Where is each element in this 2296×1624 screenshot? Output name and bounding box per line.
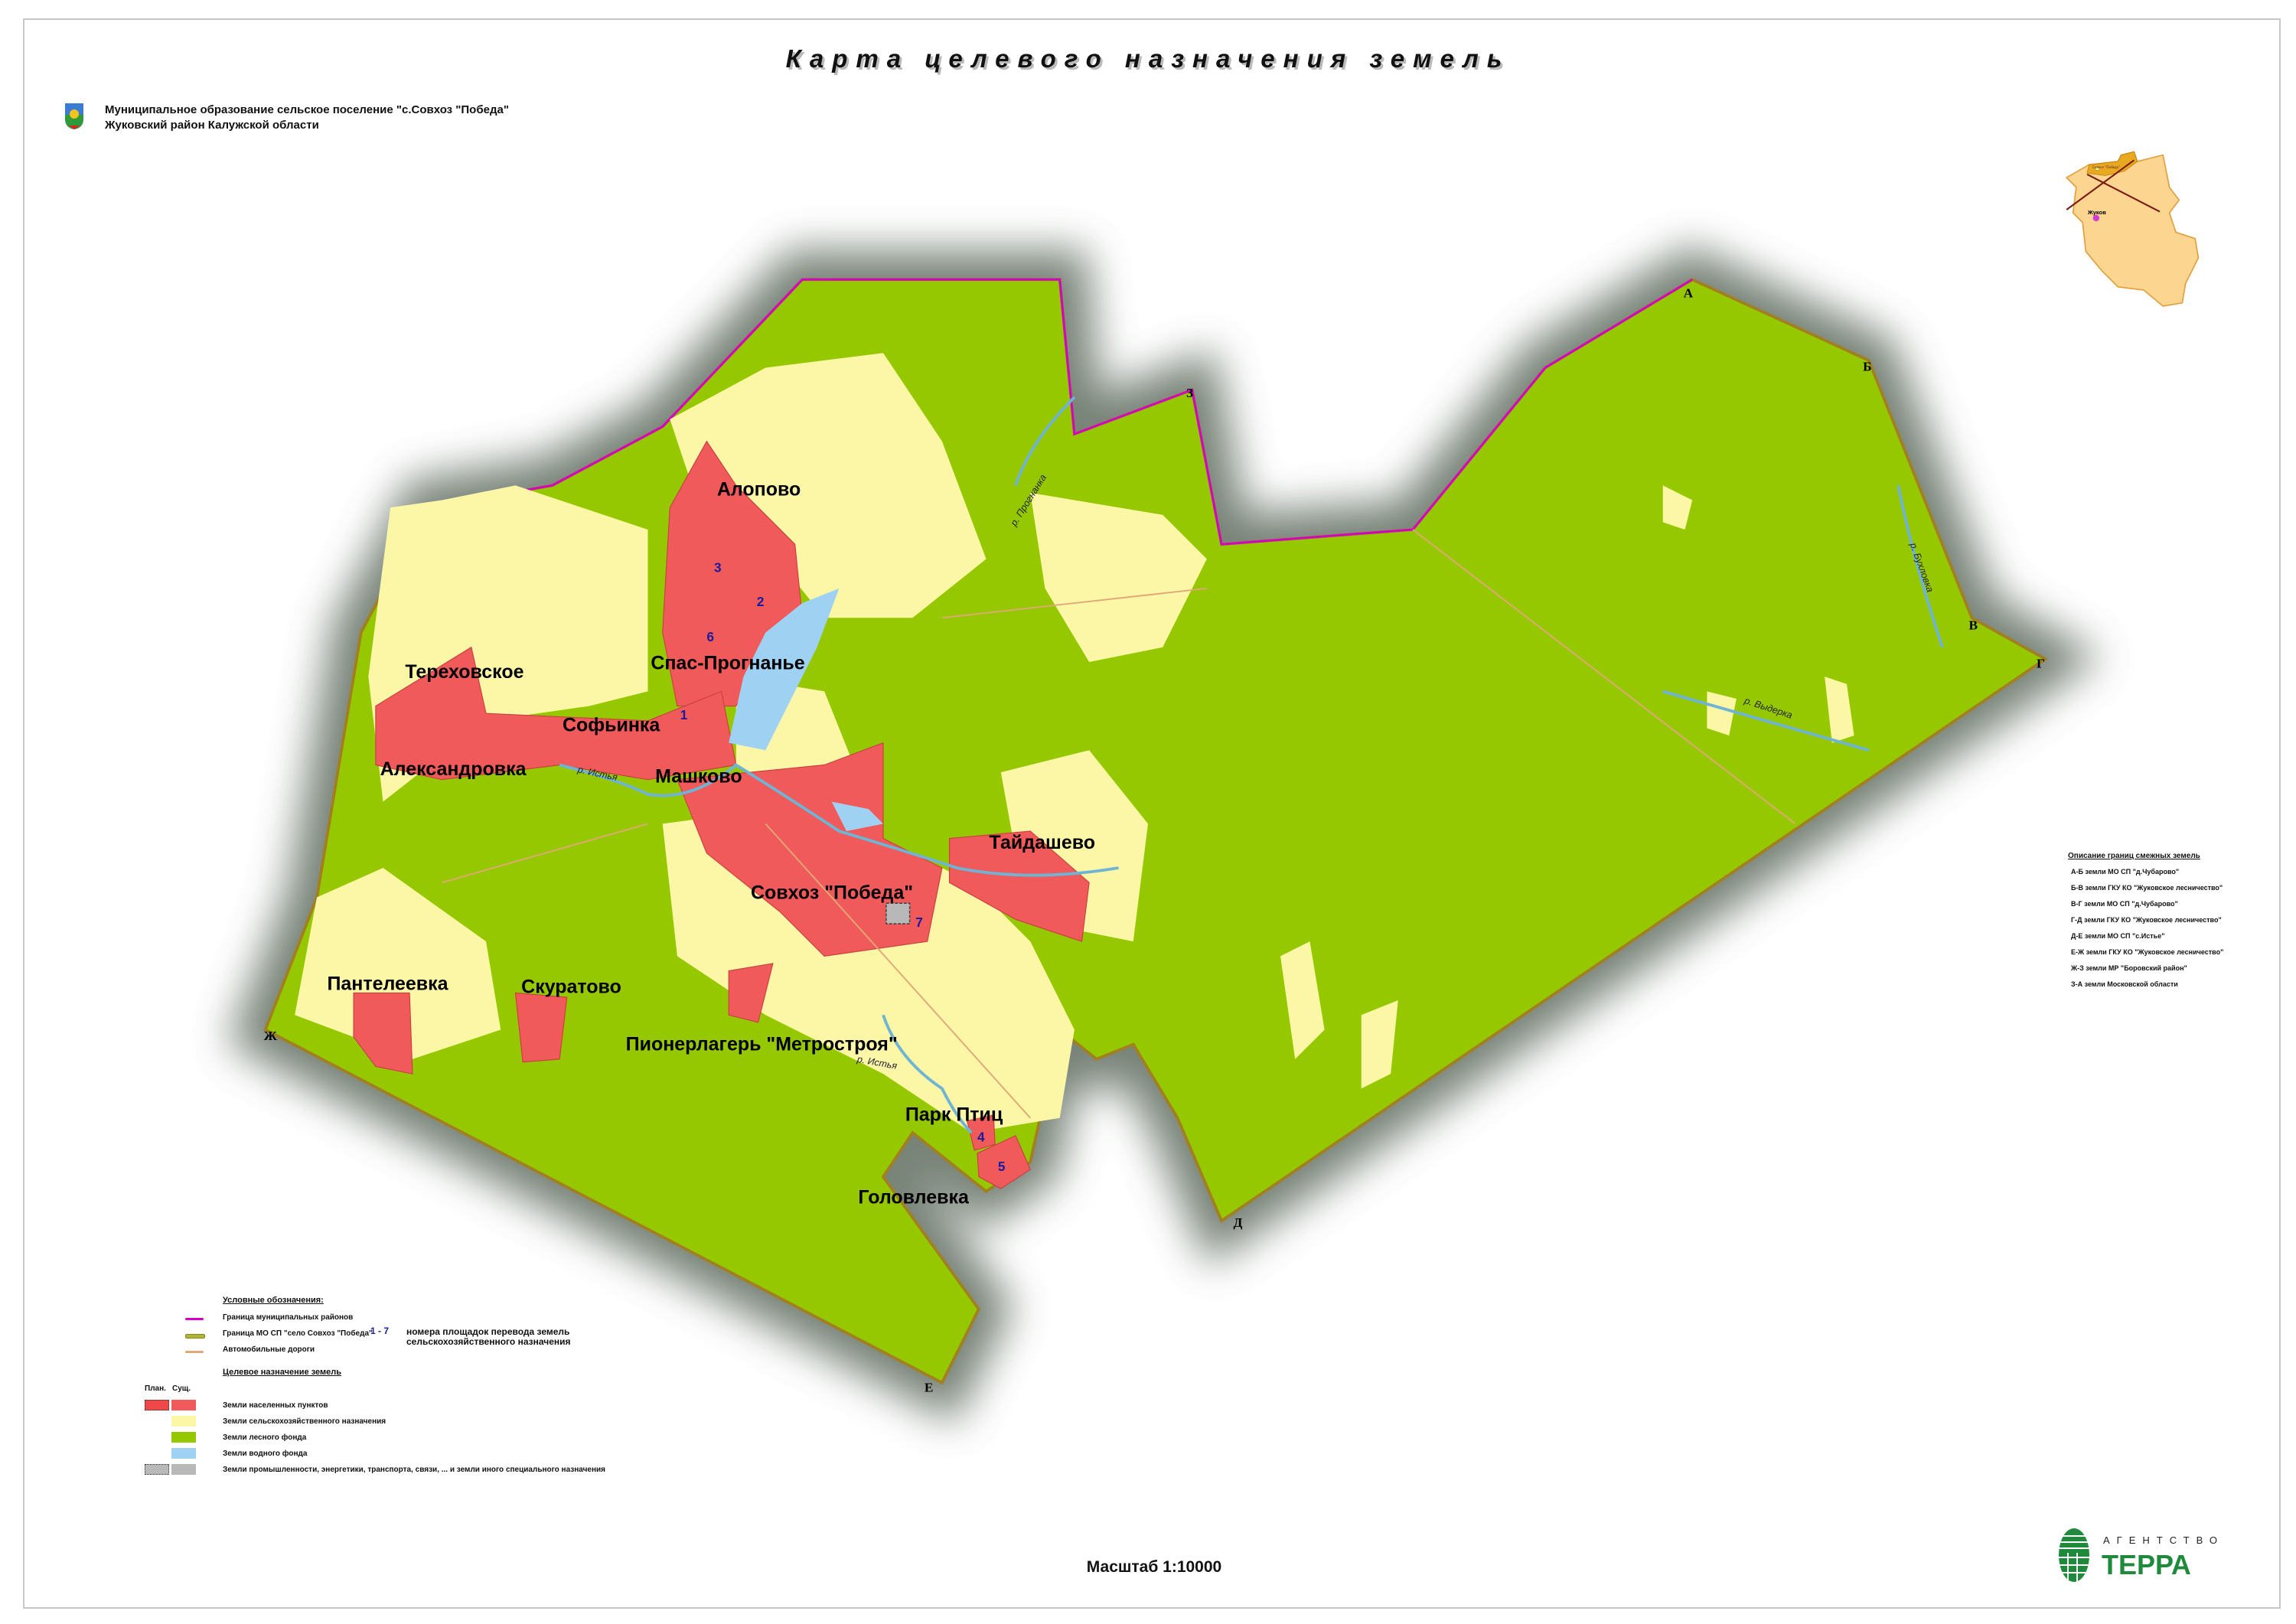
industrial-swatch (171, 1464, 196, 1475)
mo-border-swatch (185, 1334, 205, 1339)
village-label: Алопово (717, 479, 801, 501)
area-number: 4 (977, 1130, 985, 1145)
inset-locator-map: Совхоз "Победа" Жуков (2065, 151, 2200, 307)
district-border (426, 278, 1693, 546)
map-scale: Масштаб 1:10000 (1086, 1558, 1222, 1576)
inset-town-label: Жуков (2087, 209, 2106, 216)
landuse-label: Земли сельскохозяйственного назначения (223, 1417, 386, 1426)
landuse-heading: Целевое назначение земель (223, 1368, 341, 1377)
area-number: 5 (998, 1159, 1006, 1174)
village-label: Спас-Прогнанье (651, 653, 804, 674)
area-numbers-key: 1 - 7 (370, 1326, 390, 1336)
legend-line-label: Граница МО СП "село Совхоз "Победа" (223, 1329, 373, 1338)
boundary-point: Е (925, 1380, 934, 1394)
area-numbers-text: номера площадок перевода земель (406, 1326, 570, 1337)
adjacent-item: Ж-З земли МР "Боровский район" (2071, 964, 2187, 972)
legend-heading: Условные обозначения: (223, 1296, 324, 1305)
map-frame (23, 18, 2281, 1609)
village-label: Тереховское (405, 661, 523, 683)
adjacent-item: Г-Д земли ГКУ КО "Жуковское лесничество" (2071, 916, 2222, 924)
header-line-1: Муниципальное образование сельское посел… (105, 103, 509, 116)
boundary-point: Д (1233, 1215, 1242, 1230)
rivers (559, 396, 1944, 1134)
area-number: 7 (915, 915, 923, 930)
legend-line-label: Автомобильные дороги (223, 1345, 315, 1354)
village-label: Головлевка (858, 1186, 970, 1208)
village-label: Пионерлагерь "Метростроя" (626, 1033, 898, 1055)
boundary-point: Г (2037, 657, 2045, 671)
logo-main-text: ТЕРРА (2102, 1549, 2191, 1580)
area-number-labels: 1 2 3 4 5 6 7 (680, 560, 1006, 1174)
adjacent-item: З-А земли Московской области (2071, 980, 2178, 988)
organization-header: Муниципальное образование сельское посел… (105, 103, 509, 133)
logo-top-text: АГЕНТСТВО (2103, 1534, 2224, 1546)
area-number: 6 (706, 629, 714, 644)
boundary-point: А (1684, 285, 1694, 300)
boundary-point: Ж (264, 1029, 278, 1043)
village-label: Тайдашево (989, 832, 1095, 853)
boundary-point-labels: А Б В Г Д Е Ж З (264, 285, 2045, 1394)
boundary-point: В (1969, 618, 1978, 633)
col-plan-header: План. (145, 1384, 166, 1393)
landuse-label: Земли населенных пунктов (223, 1401, 328, 1410)
adjacent-item: В-Г земли МО СП "д.Чубарово" (2071, 900, 2178, 908)
adjacent-item: Д-Е земли МО СП "с.Истье" (2071, 932, 2165, 940)
landuse-label: Земли промышленности, энергетики, трансп… (223, 1466, 605, 1474)
coat-of-arms-icon (65, 103, 83, 129)
village-label: Совхоз "Победа" (751, 882, 913, 903)
water-swatch (171, 1448, 196, 1459)
agricultural-swatch (171, 1416, 196, 1427)
industrial-land (885, 902, 911, 925)
settlement-swatch (171, 1400, 196, 1410)
village-label: Софьинка (563, 714, 660, 735)
area-number: 2 (757, 594, 765, 609)
landuse-label: Земли лесного фонда (223, 1433, 307, 1442)
village-label: Скуратово (521, 976, 621, 997)
water-land (729, 588, 884, 831)
village-label: Александровка (380, 758, 527, 780)
village-labels: Алопово Тереховское Спас-Прогнанье Софьи… (327, 479, 1095, 1208)
boundary-point: З (1186, 386, 1193, 400)
terra-agency-logo: АГЕНТСТВО ТЕРРА (2059, 1528, 2224, 1582)
adjacent-item: Б-В земли ГКУ КО "Жуковское лесничество" (2071, 884, 2223, 892)
adjacent-heading: Описание границ смежных земель (2068, 852, 2200, 860)
forest-land (263, 278, 2049, 1385)
legend-line-label: Граница муниципальных районов (223, 1313, 354, 1322)
area-numbers-text: сельскохозяйственного назначения (406, 1336, 571, 1347)
boundary-point: Б (1863, 359, 1871, 373)
village-label: Машково (655, 766, 742, 788)
village-label: Парк Птиц (905, 1104, 1003, 1126)
plan-settlement-swatch (145, 1400, 169, 1410)
roads (442, 529, 1796, 1119)
roads-swatch (185, 1351, 204, 1353)
area-number: 1 (680, 707, 688, 722)
adjacent-item: Е-Ж земли ГКУ КО "Жуковское лесничество" (2071, 948, 2224, 956)
inset-settlement-label: Совхоз "Победа" (2092, 165, 2120, 170)
map-title: Карта целевого назначения земель (785, 44, 1511, 73)
col-exist-header: Сущ. (172, 1384, 191, 1393)
landuse-label: Земли водного фонда (223, 1450, 308, 1458)
forest-swatch (171, 1432, 196, 1443)
adjacent-item: А-Б земли МО СП "д.Чубарово" (2071, 868, 2180, 876)
area-number: 3 (714, 560, 722, 576)
village-label: Пантелеевка (327, 973, 448, 995)
header-line-2: Жуковский район Калужской области (105, 119, 319, 132)
plan-industrial-swatch (145, 1464, 169, 1475)
district-border-swatch (185, 1318, 204, 1320)
